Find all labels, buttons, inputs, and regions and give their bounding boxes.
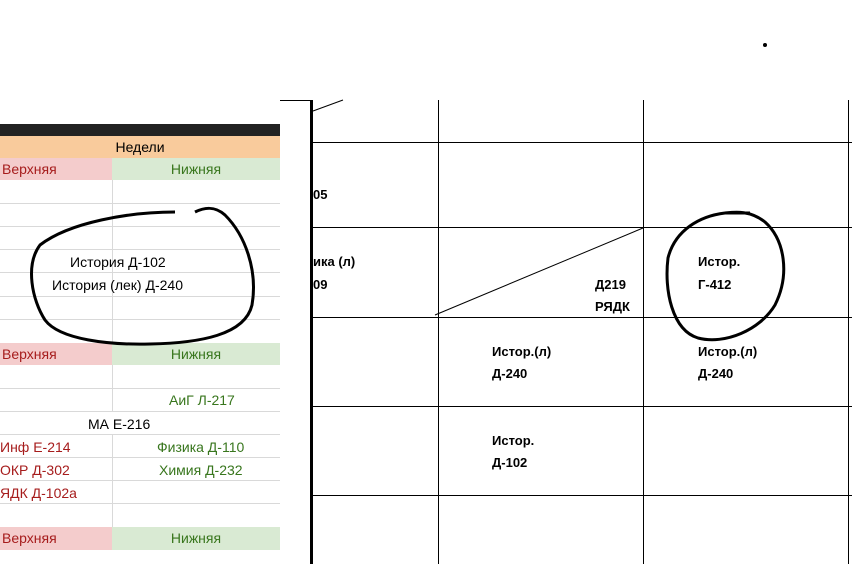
r2-c1-line2: РЯДК xyxy=(595,299,630,314)
weeks-header: Недели xyxy=(0,136,280,158)
history-lecture: История (лек) Д-240 xyxy=(52,277,183,293)
timetable-left-border xyxy=(310,100,313,564)
r2-c0-line1: ика (л) xyxy=(313,254,356,269)
r2-c0-line2: 09 xyxy=(313,277,328,292)
lower-week-label-3: Нижняя xyxy=(112,527,280,550)
sheet-dark-bar xyxy=(0,124,280,136)
subject-chemistry: Химия Д-232 xyxy=(159,462,243,478)
r2-c1-line1: Д219 xyxy=(595,277,626,292)
r3-c1-line1: Истор.(л) xyxy=(492,344,552,359)
spreadsheet-panel: Недели Верхняя Нижняя История Д-102 Исто… xyxy=(0,0,280,564)
timetable-panel: 05 ика (л) 09 Д219 РЯДК Истор. Г-412 Ист… xyxy=(280,0,852,564)
lower-week-label: Нижняя xyxy=(112,158,280,180)
subject-yadk: ЯДК Д-102а xyxy=(0,485,77,501)
r3-c2-line1: Истор.(л) xyxy=(698,344,758,359)
r3-c2-line2: Д-240 xyxy=(698,366,734,381)
r4-c1-line1: Истор. xyxy=(492,433,535,448)
diagonal-lines xyxy=(312,43,786,342)
subject-aig: АиГ Л-217 xyxy=(169,392,235,408)
hand-drawn-circle xyxy=(30,206,255,346)
subject-inf: Инф Е-214 xyxy=(0,439,71,455)
lower-week-label-2: Нижняя xyxy=(112,343,280,365)
r1-c0: 05 xyxy=(313,187,328,202)
r3-c1-line2: Д-240 xyxy=(492,366,528,381)
subject-physics: Физика Д-110 xyxy=(157,439,245,455)
subject-okr: ОКР Д-302 xyxy=(0,462,70,478)
upper-week-label-2: Верхняя xyxy=(0,343,112,365)
upper-week-label-3: Верхняя xyxy=(0,527,112,550)
history-lab: История Д-102 xyxy=(70,254,166,270)
subject-ma: МА Е-216 xyxy=(88,416,151,432)
r2-c2-line1: Истор. xyxy=(698,254,741,269)
r2-c2-line2: Г-412 xyxy=(698,277,732,292)
upper-week-label: Верхняя xyxy=(0,158,112,180)
r4-c1-line2: Д-102 xyxy=(492,455,528,470)
